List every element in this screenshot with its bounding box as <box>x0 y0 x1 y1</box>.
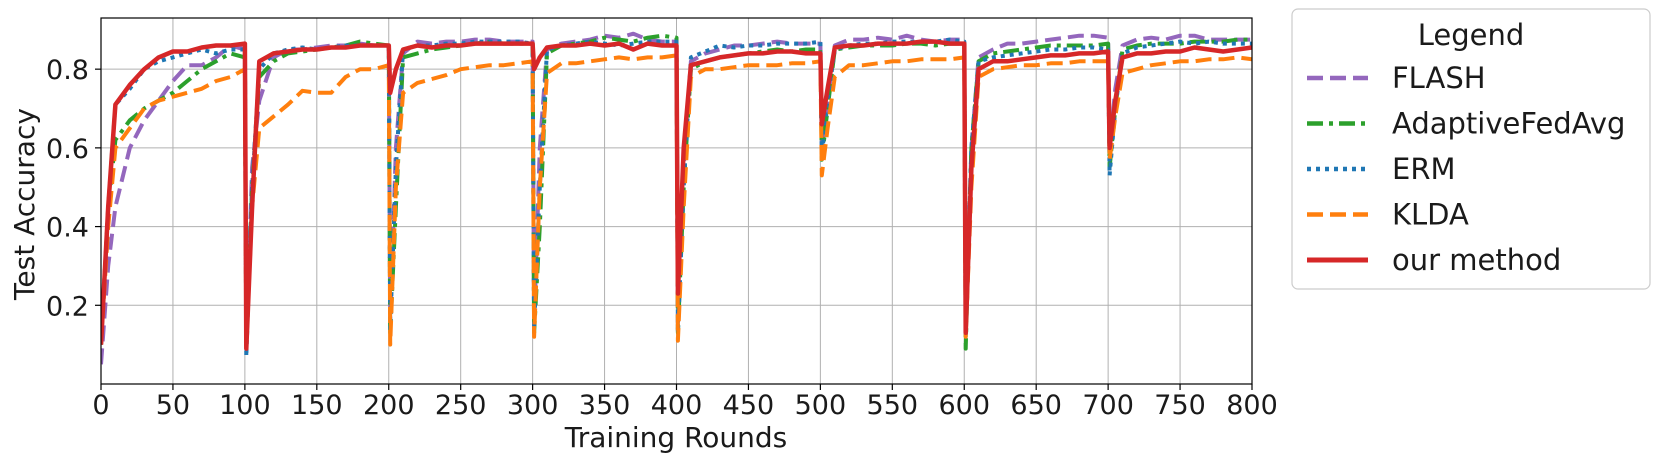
legend-label: KLDA <box>1392 198 1469 232</box>
y-tick-label: 0.6 <box>46 134 89 165</box>
x-tick-label: 600 <box>938 390 990 421</box>
series-lines <box>101 31 1252 365</box>
x-tick-label: 0 <box>92 390 109 421</box>
legend-title: Legend <box>1418 18 1525 52</box>
legend-items: FLASH AdaptiveFedAvg ERM KLDA our method <box>1307 61 1625 277</box>
series-line-3 <box>101 53 1252 347</box>
y-axis-ticks: 0.2 0.4 0.6 0.8 <box>46 55 101 322</box>
series-line-1 <box>101 33 1252 351</box>
x-axis-label: Training Rounds <box>564 421 788 454</box>
x-tick-label: 500 <box>795 390 847 421</box>
y-tick-label: 0.8 <box>46 55 89 86</box>
x-tick-label: 700 <box>1082 390 1134 421</box>
x-tick-label: 550 <box>867 390 919 421</box>
legend-box <box>1291 8 1651 290</box>
x-tick-label: 400 <box>651 390 703 421</box>
x-tick-label: 250 <box>435 390 487 421</box>
x-tick-label: 150 <box>291 390 343 421</box>
x-tick-label: 300 <box>507 390 559 421</box>
x-tick-label: 800 <box>1226 390 1278 421</box>
legend-label: our method <box>1392 243 1561 277</box>
x-tick-label: 350 <box>579 390 631 421</box>
x-tick-label: 450 <box>723 390 775 421</box>
legend-label: ERM <box>1392 152 1456 186</box>
x-tick-label: 650 <box>1010 390 1062 421</box>
x-tick-label: 200 <box>363 390 415 421</box>
x-tick-label: 750 <box>1154 390 1206 421</box>
y-tick-label: 0.2 <box>46 291 89 322</box>
y-tick-label: 0.4 <box>46 213 89 244</box>
legend-label: FLASH <box>1392 61 1486 95</box>
x-axis-ticks: 0 50 100 150 200 250 300 350 400 450 500 550 600 650 7… <box>92 384 1278 421</box>
x-tick-label: 100 <box>219 390 271 421</box>
y-axis-label: Test Accuracy <box>8 108 41 301</box>
x-tick-label: 50 <box>156 390 190 421</box>
legend-label: AdaptiveFedAvg <box>1392 107 1625 141</box>
series-line-4 <box>101 39 1252 351</box>
legend: Legend FLASH AdaptiveFedAvg ERM KLDA our met… <box>1291 8 1651 290</box>
